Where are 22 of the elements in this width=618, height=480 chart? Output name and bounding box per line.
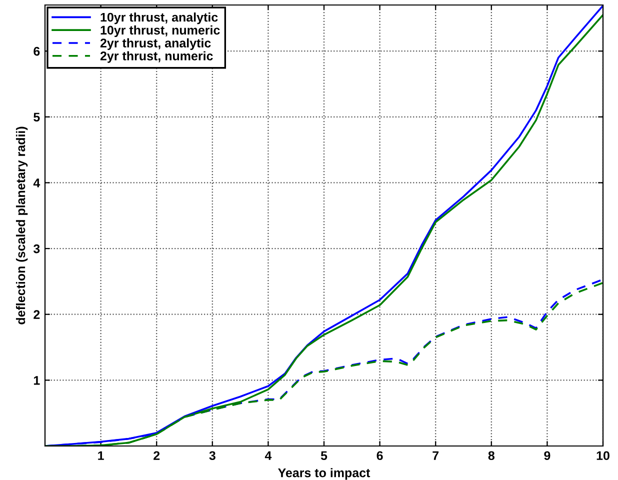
x-tick-label: 9 (544, 451, 550, 460)
y-axis-title: deflection (scaled planetary radii) (16, 126, 28, 324)
y-tick-label: 5 (34, 112, 40, 122)
x-tick-label: 6 (376, 451, 383, 460)
legend-label: 2yr thrust, analytic (100, 38, 211, 50)
y-tick-label: 1 (34, 376, 40, 385)
x-tick-label: 10 (596, 451, 610, 460)
y-tick-label: 3 (33, 244, 40, 254)
y-tick-label: 6 (34, 46, 40, 56)
legend-label: 10yr thrust, numeric (100, 25, 220, 38)
x-tick-label: 2 (154, 451, 160, 460)
legend-label: 2yr thrust, numeric (100, 51, 213, 63)
x-tick-label: 3 (209, 451, 216, 460)
x-tick-label: 8 (488, 451, 494, 460)
x-tick-label: 4 (264, 451, 272, 460)
x-tick-label: 1 (98, 451, 104, 460)
x-tick-label: 7 (432, 451, 439, 460)
y-tick-label: 2 (34, 310, 40, 319)
y-tick-label: 4 (33, 178, 40, 188)
x-axis-title: Years to impact (278, 468, 370, 480)
x-tick-label: 5 (320, 451, 328, 460)
legend-label: 10yr thrust, analytic (100, 12, 218, 24)
